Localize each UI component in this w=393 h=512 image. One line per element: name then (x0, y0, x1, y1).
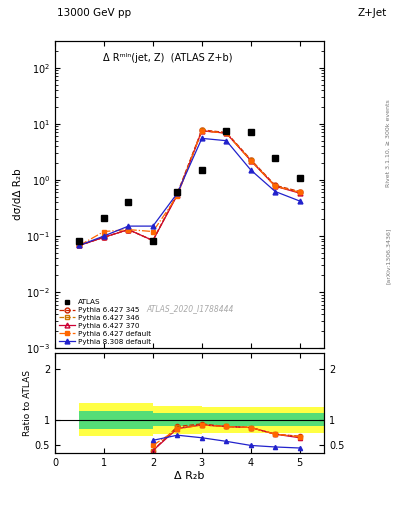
Text: Rivet 3.1.10, ≥ 300k events: Rivet 3.1.10, ≥ 300k events (386, 99, 391, 187)
Text: Z+Jet: Z+Jet (358, 8, 387, 18)
Legend: ATLAS, Pythia 6.427 345, Pythia 6.427 346, Pythia 6.427 370, Pythia 6.427 defaul: ATLAS, Pythia 6.427 345, Pythia 6.427 34… (57, 298, 153, 346)
Y-axis label: dσ/dΔ R₂b: dσ/dΔ R₂b (13, 169, 24, 220)
Text: ATLAS_2020_I1788444: ATLAS_2020_I1788444 (146, 304, 233, 313)
Text: Δ Rᵐᴵⁿ(jet, Z)  (ATLAS Z+b): Δ Rᵐᴵⁿ(jet, Z) (ATLAS Z+b) (103, 53, 233, 63)
Text: 13000 GeV pp: 13000 GeV pp (57, 8, 131, 18)
Y-axis label: Ratio to ATLAS: Ratio to ATLAS (23, 370, 32, 436)
Text: [arXiv:1306.3436]: [arXiv:1306.3436] (386, 228, 391, 284)
X-axis label: Δ R₂b: Δ R₂b (174, 471, 205, 481)
